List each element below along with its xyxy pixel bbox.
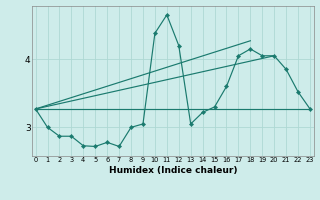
X-axis label: Humidex (Indice chaleur): Humidex (Indice chaleur) <box>108 166 237 175</box>
